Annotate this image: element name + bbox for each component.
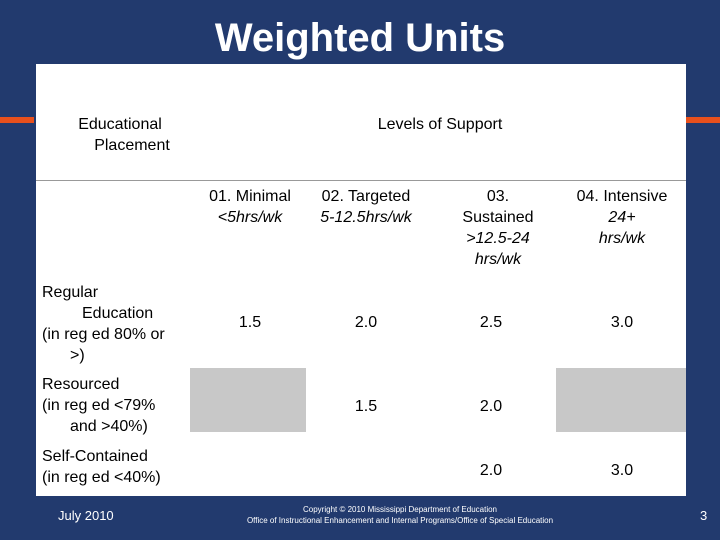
row-label-regular-education: Regular Education (in reg ed 80% or >): [42, 282, 192, 366]
row-label-regular-line3: (in reg ed 80% or: [42, 326, 165, 343]
accent-bar-left: [0, 117, 34, 123]
row-label-resourced: Resourced (in reg ed <79% and >40%): [42, 374, 192, 437]
row-label-resourced-line1: Resourced: [42, 376, 120, 393]
row-label-self-contained-line2: (in reg ed <40%): [42, 469, 161, 486]
row-label-regular-line4: >): [70, 347, 85, 364]
column-header-sustained-line4: hrs/wk: [474, 251, 522, 268]
accent-bar-right: [686, 117, 720, 123]
footer-date: July 2010: [58, 508, 114, 523]
shaded-cell-resourced-intensive: [556, 368, 686, 432]
page-number: 3: [700, 508, 708, 523]
table-cell: 2.5: [479, 314, 503, 331]
column-header-sustained-line3: >12.5-24: [466, 230, 530, 247]
row-label-regular-line2: Education: [82, 305, 154, 322]
footer-copyright-line2: Office of Instructional Enhancement and …: [246, 516, 554, 525]
shaded-cell-resourced-minimal: [190, 368, 306, 432]
footer-copyright-line1: Copyright © 2010 Mississippi Department …: [303, 505, 497, 514]
table-cell: 2.0: [479, 462, 503, 479]
levels-header: Levels of Support: [377, 116, 503, 133]
row-label-self-contained-line1: Self-Contained: [42, 448, 148, 465]
table-cell: 2.0: [479, 398, 503, 415]
slide-title: Weighted Units: [214, 16, 506, 60]
row-label-regular-line1: Regular: [42, 284, 99, 301]
column-header-minimal: 01. Minimal <5hrs/wk: [194, 186, 306, 228]
row-label-self-contained: Self-Contained (in reg ed <40%): [42, 446, 192, 488]
table-cell: 1.5: [354, 398, 378, 415]
placement-header-line2: Placement: [94, 137, 170, 154]
placement-header-line1: Educational: [78, 116, 162, 133]
column-header-sustained-line1: 03.: [486, 188, 510, 205]
column-header-minimal-line2: <5hrs/wk: [217, 209, 283, 226]
column-header-sustained: 03. Sustained >12.5-24 hrs/wk: [436, 186, 560, 270]
header-divider: [36, 180, 686, 181]
column-header-sustained-line2: Sustained: [462, 209, 534, 226]
column-header-targeted-line1: 02. Targeted: [321, 188, 411, 205]
column-header-intensive: 04. Intensive 24+ hrs/wk: [560, 186, 684, 249]
table-cell: 3.0: [610, 462, 634, 479]
row-label-resourced-line3: and >40%): [70, 418, 148, 435]
column-header-minimal-line1: 01. Minimal: [209, 188, 291, 205]
footer-copyright: Copyright © 2010 Mississippi Department …: [200, 504, 600, 526]
column-header-targeted-line2: 5-12.5hrs/wk: [320, 209, 412, 226]
column-header-targeted: 02. Targeted 5-12.5hrs/wk: [308, 186, 424, 228]
table-cell: 2.0: [354, 314, 378, 331]
table-cell: 1.5: [238, 314, 262, 331]
column-header-intensive-line3: hrs/wk: [598, 230, 646, 247]
placement-header: Educational Placement: [50, 114, 190, 156]
column-header-intensive-line1: 04. Intensive: [576, 188, 668, 205]
row-label-resourced-line2: (in reg ed <79%: [42, 397, 156, 414]
table-cell: 3.0: [610, 314, 634, 331]
column-header-intensive-line2: 24+: [608, 209, 636, 226]
